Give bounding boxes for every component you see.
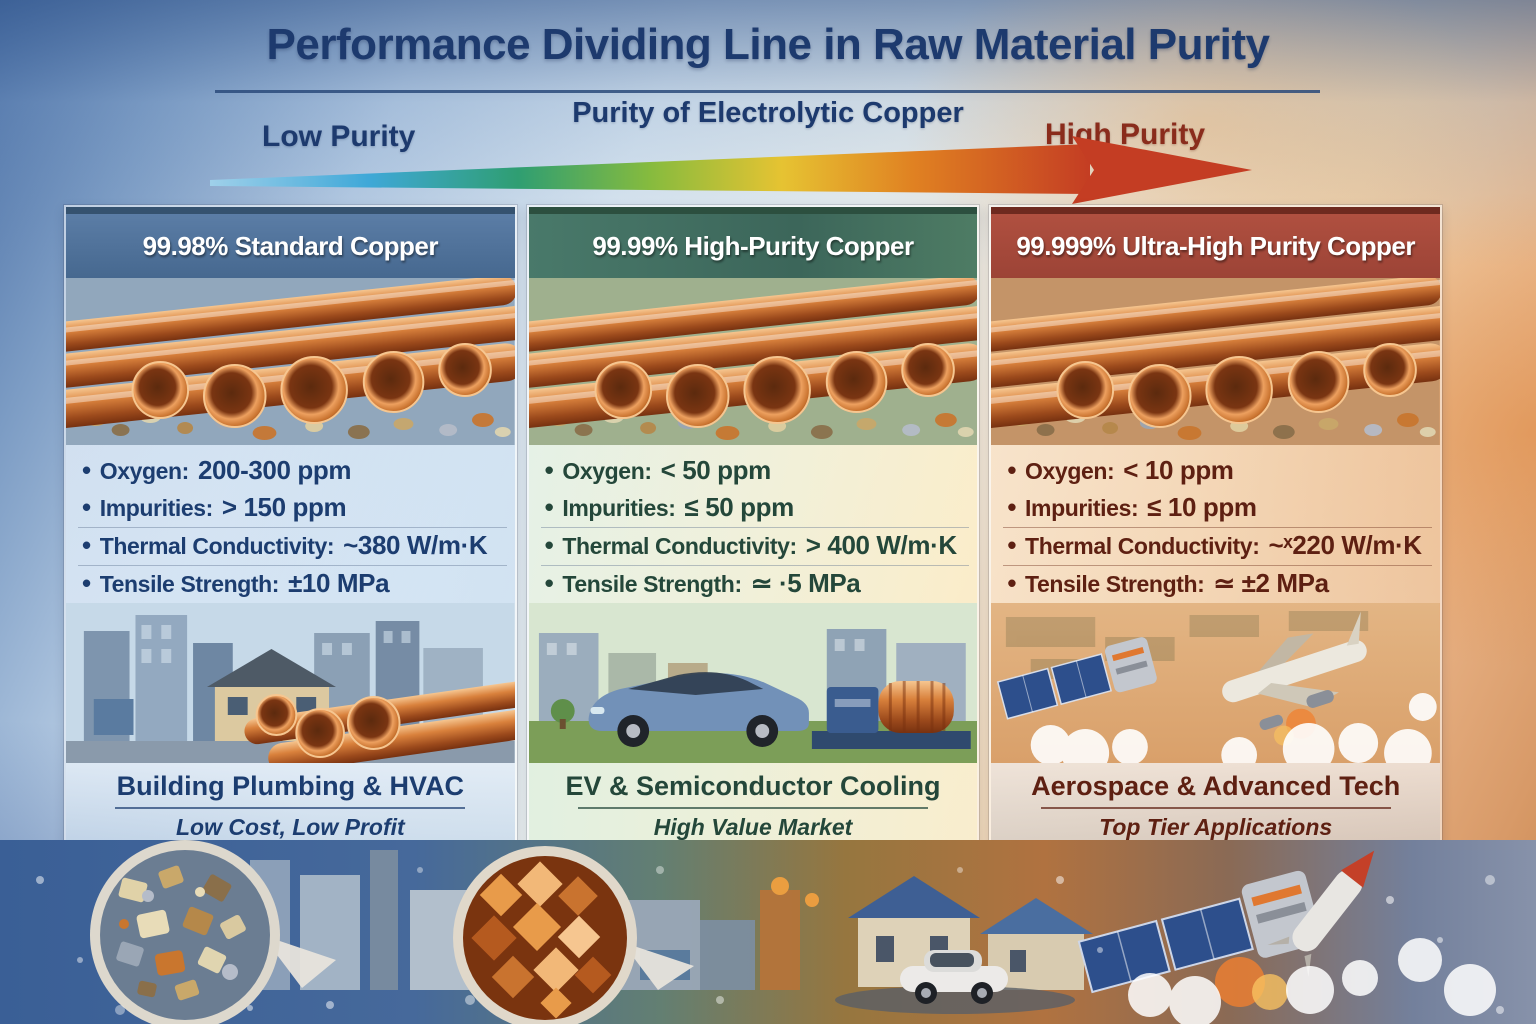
page-subtitle: Purity of Electrolytic Copper bbox=[572, 97, 964, 129]
spec-label: Thermal Conductivity: bbox=[562, 532, 797, 559]
spec-value: ≤ 50 ppm bbox=[684, 491, 795, 522]
spec-value: 200-300 ppm bbox=[197, 455, 352, 485]
spec-label: Tensile Strength: bbox=[562, 570, 742, 597]
plumbing-scene-image bbox=[66, 603, 515, 763]
application-tagline: High Value Market bbox=[653, 813, 853, 840]
application-divider bbox=[115, 807, 466, 809]
spec-value: > 400 W/m·K bbox=[805, 529, 957, 560]
purity-gradient-arrow-icon bbox=[210, 136, 1252, 204]
spec-label: Tensile Strength: bbox=[99, 570, 280, 597]
microstructure-inset-pure bbox=[453, 846, 694, 1024]
title-underline bbox=[215, 90, 1320, 93]
spec-row: • Impurities: ≤ 50 ppm bbox=[541, 490, 970, 527]
bullet-icon: • bbox=[1007, 455, 1017, 485]
spec-label: Oxygen: bbox=[562, 458, 652, 484]
bullet-icon: • bbox=[544, 567, 554, 598]
spec-label: Impurities: bbox=[562, 494, 676, 521]
bullet-icon: • bbox=[544, 529, 554, 560]
microstructure-inset-impure bbox=[90, 840, 336, 1024]
page-title: Performance Dividing Line in Raw Materia… bbox=[266, 20, 1270, 69]
spec-value: ≤ 10 ppm bbox=[1147, 491, 1257, 522]
spec-row: • Tensile Strength: ±10 MPa bbox=[78, 564, 507, 604]
axis-low-purity-label: Low Purity bbox=[262, 120, 416, 153]
spec-label: Thermal Conductivity: bbox=[99, 532, 335, 559]
spec-value: ~380 W/m·K bbox=[343, 529, 488, 560]
column-high-purity-copper: 99.99% High-Purity Copper bbox=[526, 205, 980, 851]
bullet-icon: • bbox=[82, 455, 91, 485]
bullet-icon: • bbox=[544, 491, 554, 522]
spec-value: > 150 ppm bbox=[221, 491, 347, 522]
column-header: 99.999% Ultra-High Purity Copper bbox=[991, 207, 1441, 278]
spec-row: • Oxygen: 200-300 ppm bbox=[78, 453, 507, 490]
application-tagline: Low Cost, Low Profit bbox=[175, 813, 405, 840]
application-title: Building Plumbing & HVAC bbox=[116, 771, 465, 801]
bullet-icon: • bbox=[82, 529, 91, 560]
purity-columns: 99.98% Standard Copper bbox=[64, 205, 1443, 851]
spec-row: • Oxygen: < 50 ppm bbox=[541, 453, 970, 490]
spec-list: • Oxygen: < 10 ppm • Impurities: ≤ 10 ppm • T… bbox=[991, 445, 1441, 604]
spec-value: ±10 MPa bbox=[288, 567, 390, 598]
paint-speckles bbox=[36, 866, 1504, 1015]
spec-row: • Impurities: ≤ 10 ppm bbox=[1003, 490, 1432, 527]
application-title: Aerospace & Advanced Tech bbox=[1031, 771, 1401, 801]
bullet-icon: • bbox=[82, 567, 91, 598]
bullet-icon: • bbox=[82, 491, 91, 522]
spec-row: • Oxygen: < 10 ppm bbox=[1003, 453, 1432, 490]
bottom-strip-illustration bbox=[0, 840, 1536, 1024]
spec-list: • Oxygen: 200-300 ppm • Impurities: > 150 pp… bbox=[66, 445, 515, 604]
aerospace-scene-image bbox=[991, 603, 1441, 763]
spec-value: < 10 ppm bbox=[1123, 455, 1234, 485]
application-label: EV & Semiconductor Cooling High Value Ma… bbox=[528, 763, 978, 849]
application-title: EV & Semiconductor Cooling bbox=[565, 771, 941, 801]
spec-row: • Tensile Strength: ≃ ±2 MPa bbox=[1003, 564, 1433, 604]
houses-and-car bbox=[835, 876, 1093, 1014]
spec-label: Impurities: bbox=[1025, 494, 1139, 521]
bullet-icon: • bbox=[1007, 529, 1017, 560]
column-standard-copper: 99.98% Standard Copper bbox=[64, 205, 517, 851]
spec-label: Oxygen: bbox=[1025, 458, 1115, 484]
spec-list: • Oxygen: < 50 ppm • Impurities: ≤ 50 ppm • T… bbox=[528, 445, 978, 604]
spec-row: • Tensile Strength: ≃ ·5 MPa bbox=[540, 564, 970, 604]
spec-value: ≃ ±2 MPa bbox=[1213, 567, 1329, 598]
spec-row: • Thermal Conductivity: > 400 W/m·K bbox=[540, 526, 970, 565]
spec-value: ~ˣ220 W/m·K bbox=[1268, 529, 1422, 560]
ev-cooling-scene-image bbox=[528, 603, 978, 763]
column-header: 99.98% Standard Copper bbox=[66, 207, 515, 278]
application-divider bbox=[1040, 807, 1391, 809]
application-divider bbox=[578, 807, 928, 809]
spec-label: Thermal Conductivity: bbox=[1025, 532, 1260, 559]
application-tagline: Top Tier Applications bbox=[1099, 813, 1333, 840]
column-header: 99.99% High-Purity Copper bbox=[528, 207, 978, 278]
copper-pipes-image bbox=[991, 278, 1441, 445]
copper-pipes-image bbox=[528, 278, 978, 445]
spec-row: • Thermal Conductivity: ~380 W/m·K bbox=[78, 526, 507, 565]
copper-pipes-image bbox=[66, 278, 515, 445]
spec-row: • Thermal Conductivity: ~ˣ220 W/m·K bbox=[1003, 526, 1433, 565]
spec-value: < 50 ppm bbox=[660, 455, 772, 485]
column-ultra-high-purity-copper: 99.999% Ultra-High Purity Copper bbox=[989, 205, 1443, 851]
bullet-icon: • bbox=[544, 455, 554, 485]
spec-label: Tensile Strength: bbox=[1025, 570, 1205, 597]
spec-label: Impurities: bbox=[99, 494, 214, 521]
bullet-icon: • bbox=[1007, 491, 1017, 522]
application-label: Aerospace & Advanced Tech Top Tier Appli… bbox=[991, 763, 1441, 849]
application-label: Building Plumbing & HVAC Low Cost, Low P… bbox=[66, 763, 515, 849]
bullet-icon: • bbox=[1007, 567, 1017, 598]
spec-label: Oxygen: bbox=[99, 458, 190, 484]
satellite-and-rocket bbox=[1077, 850, 1496, 1024]
spec-row: • Impurities: > 150 ppm bbox=[78, 490, 507, 527]
spec-value: ≃ ·5 MPa bbox=[750, 567, 861, 598]
